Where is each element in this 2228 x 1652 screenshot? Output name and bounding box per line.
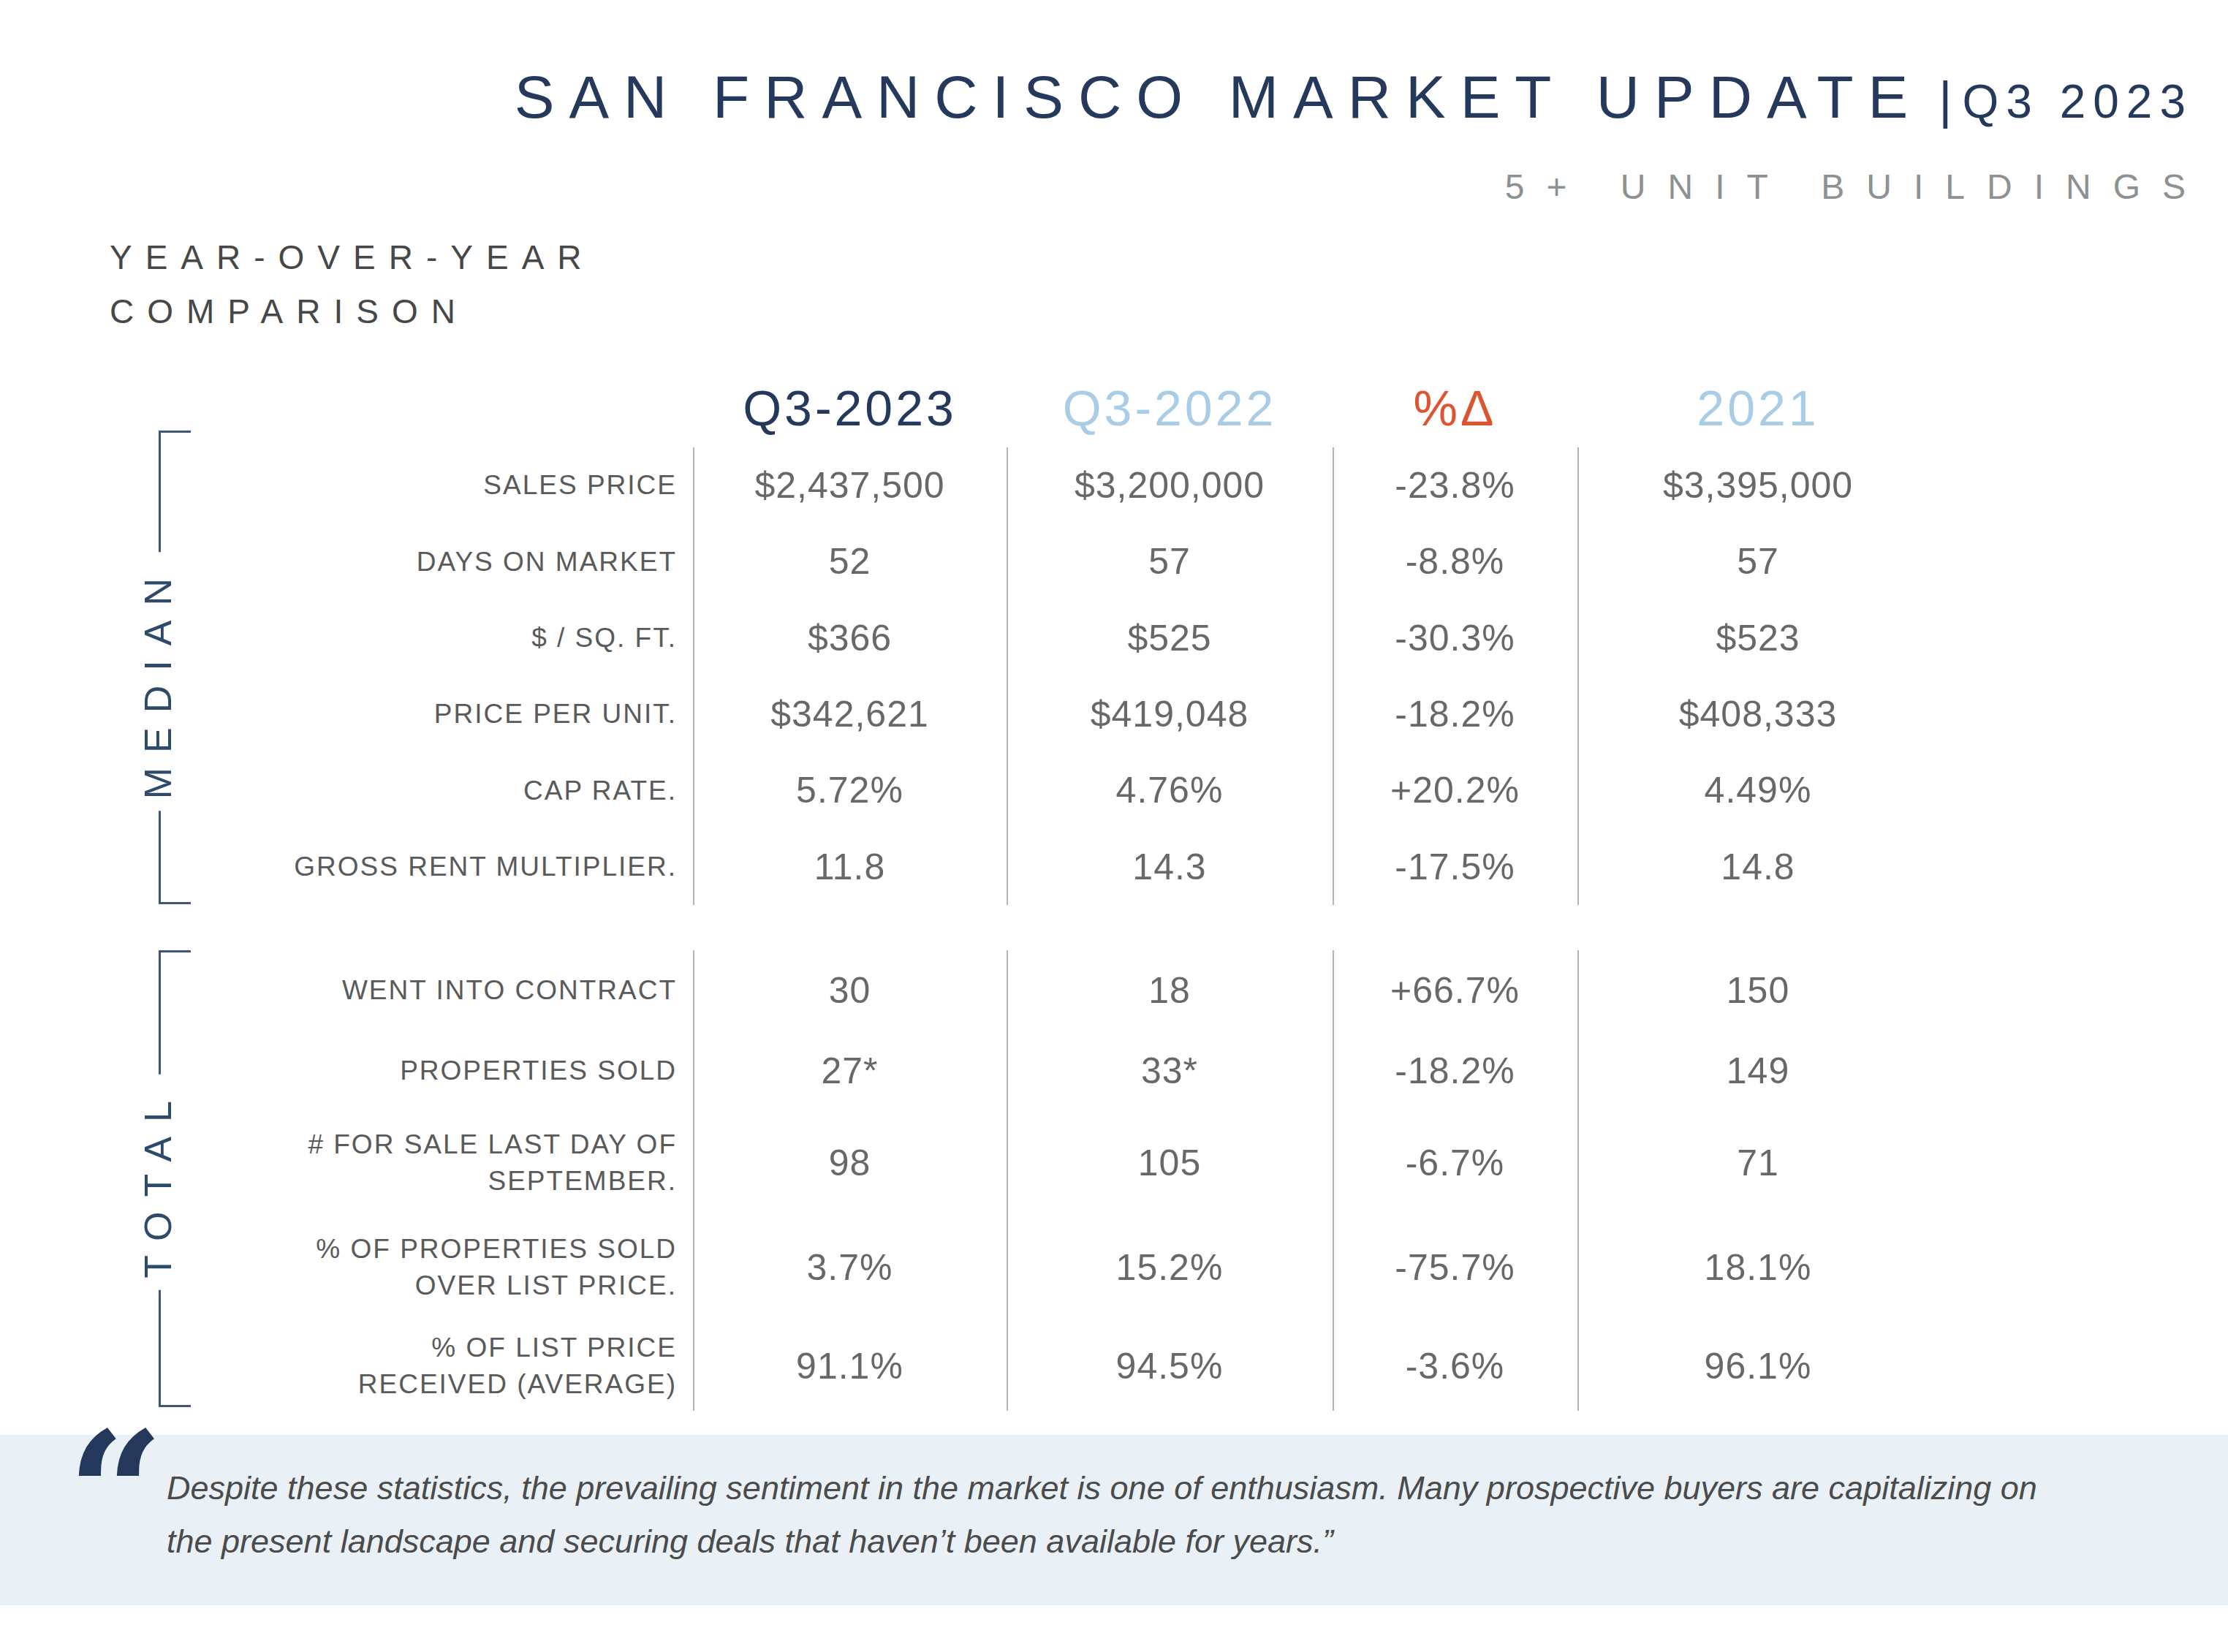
quote-text: Despite these statistics, the prevailing… xyxy=(167,1462,2037,1569)
cell-value: 105 xyxy=(1007,1142,1333,1184)
cell-value: +20.2% xyxy=(1333,769,1577,811)
table-row: GROSS RENT MULTIPLIER.11.814.3-17.5%14.8 xyxy=(159,829,1939,905)
column-header-pct-delta: %Δ xyxy=(1333,379,1577,436)
title-main: SAN FRANCISCO MARKET UPDATE xyxy=(515,64,1923,130)
cell-value: 91.1% xyxy=(693,1345,1007,1387)
cell-value: 57 xyxy=(1007,540,1333,583)
cell-value: 14.3 xyxy=(1007,846,1333,888)
section-label-year-over-year: YEAR-OVER-YEAR COMPARISON xyxy=(110,231,595,338)
table-row: PROPERTIES SOLD27*33*-18.2%149 xyxy=(159,1030,1939,1112)
column-divider xyxy=(693,447,694,905)
open-quote-icon: “ xyxy=(67,1409,164,1577)
table-row: DAYS ON MARKET5257-8.8%57 xyxy=(159,523,1939,599)
median-bracket-tick-bottom xyxy=(159,902,191,904)
cell-value: $408,333 xyxy=(1577,693,1939,735)
table-row: # FOR SALE LAST DAY OF SEPTEMBER.98105-6… xyxy=(159,1112,1939,1214)
column-header-q3-2022: Q3-2022 xyxy=(1007,379,1333,436)
table-column-headers: Q3-2023 Q3-2022 %Δ 2021 xyxy=(159,374,1939,442)
cell-value: 11.8 xyxy=(693,846,1007,888)
row-label: CAP RATE. xyxy=(159,773,693,809)
row-label: PROPERTIES SOLD xyxy=(159,1053,693,1089)
column-header-q3-2023: Q3-2023 xyxy=(693,379,1007,436)
row-label: PRICE PER UNIT. xyxy=(159,696,693,732)
cell-value: 4.76% xyxy=(1007,769,1333,811)
title-separator: | xyxy=(1939,72,1952,129)
cell-value: -8.8% xyxy=(1333,540,1577,583)
row-label: % OF PROPERTIES SOLD OVER LIST PRICE. xyxy=(159,1231,693,1304)
cell-value: -30.3% xyxy=(1333,617,1577,659)
cell-value: 14.8 xyxy=(1577,846,1939,888)
cell-value: 30 xyxy=(693,969,1007,1012)
cell-value: -3.6% xyxy=(1333,1345,1577,1387)
median-section: SALES PRICE$2,437,500$3,200,000-23.8%$3,… xyxy=(159,447,1939,905)
cell-value: $419,048 xyxy=(1007,693,1333,735)
cell-value: 57 xyxy=(1577,540,1939,583)
table-row: WENT INTO CONTRACT3018+66.7%150 xyxy=(159,950,1939,1030)
column-divider xyxy=(1007,447,1008,905)
cell-value: 15.2% xyxy=(1007,1246,1333,1289)
total-bracket-tick-top xyxy=(159,950,191,952)
row-label: SALES PRICE xyxy=(159,467,693,504)
row-label: $ / SQ. FT. xyxy=(159,620,693,656)
cell-value: 4.49% xyxy=(1577,769,1939,811)
total-section: WENT INTO CONTRACT3018+66.7%150PROPERTIE… xyxy=(159,950,1939,1411)
table-row: $ / SQ. FT.$366$525-30.3%$523 xyxy=(159,600,1939,676)
cell-value: -75.7% xyxy=(1333,1246,1577,1289)
cell-value: -18.2% xyxy=(1333,1050,1577,1092)
row-label: WENT INTO CONTRACT xyxy=(159,972,693,1009)
table-row: % OF PROPERTIES SOLD OVER LIST PRICE.3.7… xyxy=(159,1214,1939,1322)
column-divider xyxy=(1333,950,1334,1411)
cell-value: 3.7% xyxy=(693,1246,1007,1289)
column-divider xyxy=(1577,950,1579,1411)
cell-value: -18.2% xyxy=(1333,693,1577,735)
cell-value: +66.7% xyxy=(1333,969,1577,1012)
cell-value: $3,200,000 xyxy=(1007,464,1333,507)
cell-value: 94.5% xyxy=(1007,1345,1333,1387)
table-row: SALES PRICE$2,437,500$3,200,000-23.8%$3,… xyxy=(159,447,1939,523)
page-title: SAN FRANCISCO MARKET UPDATE|Q3 2023 xyxy=(515,63,2186,132)
column-header-2021: 2021 xyxy=(1577,379,1939,436)
cell-value: $342,621 xyxy=(693,693,1007,735)
row-label: % OF LIST PRICE RECEIVED (AVERAGE) xyxy=(159,1330,693,1403)
cell-value: 71 xyxy=(1577,1142,1939,1184)
cell-value: 27* xyxy=(693,1050,1007,1092)
row-label: # FOR SALE LAST DAY OF SEPTEMBER. xyxy=(159,1126,693,1200)
cell-value: 98 xyxy=(693,1142,1007,1184)
row-label: DAYS ON MARKET xyxy=(159,544,693,580)
cell-value: 5.72% xyxy=(693,769,1007,811)
total-group-label: TOTAL xyxy=(132,1075,184,1290)
cell-value: -17.5% xyxy=(1333,846,1577,888)
table-row: CAP RATE.5.72%4.76%+20.2%4.49% xyxy=(159,752,1939,828)
cell-value: $3,395,000 xyxy=(1577,464,1939,507)
cell-value: 52 xyxy=(693,540,1007,583)
cell-value: $525 xyxy=(1007,617,1333,659)
title-period: Q3 2023 xyxy=(1962,75,2193,128)
median-bracket-tick-top xyxy=(159,431,191,433)
cell-value: $523 xyxy=(1577,617,1939,659)
median-group-label: MEDIAN xyxy=(132,552,184,811)
cell-value: 18.1% xyxy=(1577,1246,1939,1289)
row-label: GROSS RENT MULTIPLIER. xyxy=(159,849,693,885)
column-divider xyxy=(1333,447,1334,905)
column-divider xyxy=(693,950,694,1411)
column-divider xyxy=(1007,950,1008,1411)
cell-value: $366 xyxy=(693,617,1007,659)
cell-value: -23.8% xyxy=(1333,464,1577,507)
table-row: PRICE PER UNIT.$342,621$419,048-18.2%$40… xyxy=(159,676,1939,752)
cell-value: -6.7% xyxy=(1333,1142,1577,1184)
cell-value: 150 xyxy=(1577,969,1939,1012)
cell-value: 18 xyxy=(1007,969,1333,1012)
cell-value: $2,437,500 xyxy=(693,464,1007,507)
column-divider xyxy=(1577,447,1579,905)
cell-value: 149 xyxy=(1577,1050,1939,1092)
table-row: % OF LIST PRICE RECEIVED (AVERAGE)91.1%9… xyxy=(159,1322,1939,1412)
cell-value: 33* xyxy=(1007,1050,1333,1092)
cell-value: 96.1% xyxy=(1577,1345,1939,1387)
subtitle: 5+ UNIT BUILDINGS xyxy=(1505,167,2208,207)
